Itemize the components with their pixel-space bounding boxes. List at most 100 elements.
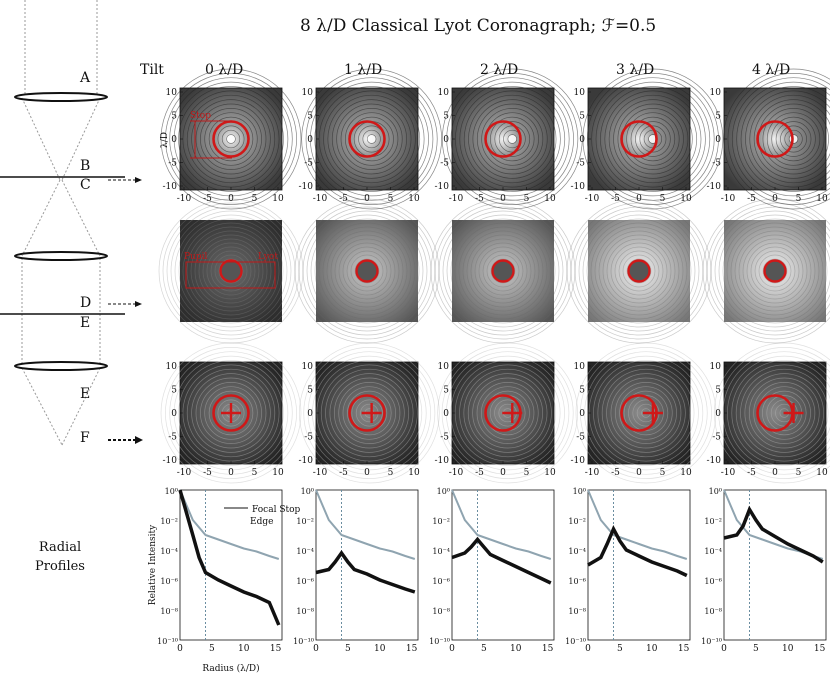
y-tick-label: -5	[576, 159, 585, 169]
diffraction-ring	[718, 347, 830, 479]
y-tick-label: 0	[579, 135, 585, 145]
diffraction-ring	[347, 390, 392, 436]
pupil-ring	[714, 210, 830, 332]
x-tick-label: -10	[177, 194, 192, 204]
profile-y-tick-label: 10⁻⁶	[296, 577, 314, 586]
psf-core	[508, 135, 517, 143]
lyot-stop-circle	[627, 259, 651, 283]
pupil-ring	[762, 258, 788, 284]
profile-x-tick-label: 0	[449, 644, 455, 654]
pupil-ring	[742, 238, 808, 304]
x-tick-label: 0	[364, 194, 370, 204]
diffraction-ring	[165, 73, 297, 205]
diffraction-ring	[727, 355, 830, 471]
optical-layout-diagram	[0, 0, 143, 446]
diffraction-ring	[340, 108, 403, 170]
focal-stop-circle	[484, 120, 522, 158]
psf-core	[648, 135, 657, 143]
pupil-ring	[330, 234, 404, 308]
y-tick-label: 10	[574, 362, 586, 372]
x-tick-label: 5	[388, 194, 394, 204]
pupil-ring	[458, 226, 548, 316]
y-tick-label: 10	[166, 362, 178, 372]
y-tick-label: -5	[168, 159, 177, 169]
pupil-ring	[346, 250, 388, 292]
diffraction-ring	[780, 125, 807, 153]
y-tick-label: 5	[443, 112, 449, 122]
pupil-ring	[206, 246, 256, 296]
diffraction-ring	[450, 355, 565, 471]
pupil-ring	[706, 202, 830, 340]
pupil-ring	[750, 246, 800, 296]
diffraction-ring	[610, 377, 682, 449]
pupil-ring	[710, 206, 830, 336]
y-tick-label: -5	[712, 159, 721, 169]
diffraction-ring	[619, 386, 673, 440]
pupil-ring	[310, 214, 424, 328]
diffraction-ring	[301, 68, 442, 210]
y-tick-label: -10	[707, 182, 722, 192]
diffraction-ring	[753, 99, 830, 179]
y-tick-label: 0	[443, 135, 449, 145]
label-a: A	[80, 70, 91, 86]
pupil-ring	[598, 230, 680, 312]
y-tick-label: 10	[438, 88, 450, 98]
x-tick-label: -5	[747, 468, 756, 478]
pupil-ring	[322, 226, 412, 316]
profile-x-tick-label: 5	[617, 644, 623, 654]
pupil-ring	[746, 242, 804, 300]
diffraction-ring	[731, 360, 830, 466]
black-profile-line	[315, 549, 416, 594]
pupil-ring	[302, 206, 432, 336]
profile-y-tick-label: 10⁻⁸	[160, 607, 178, 616]
diffraction-ring	[165, 347, 297, 479]
profile-x-tick-label: 5	[753, 644, 759, 654]
profile-y-tick-label: 10⁻⁸	[568, 607, 586, 616]
y-tick-label: 10	[710, 362, 722, 372]
label-c: C	[80, 177, 91, 193]
diffraction-ring	[744, 373, 825, 453]
diffraction-ring	[606, 373, 686, 453]
diffraction-ring	[771, 116, 816, 162]
psf-core	[367, 135, 376, 143]
black-profile-line	[723, 505, 824, 564]
x-tick-label: -5	[611, 468, 620, 478]
diffraction-ring	[455, 81, 570, 197]
pupil-ring	[298, 202, 436, 340]
x-tick-label: 0	[772, 468, 778, 478]
beam-edge	[21, 97, 61, 181]
pupil-ring	[574, 206, 704, 336]
diffraction-ring	[217, 125, 245, 153]
black-profile-line	[587, 524, 688, 578]
diffraction-ring	[494, 121, 531, 157]
x-tick-label: 10	[680, 468, 692, 478]
y-tick-label: 10	[574, 88, 586, 98]
diffraction-ring	[327, 94, 416, 184]
y-tick-label: 5	[579, 112, 585, 122]
diffraction-ring	[307, 351, 431, 475]
y-tick-label: -10	[435, 456, 450, 466]
diffraction-ring	[303, 347, 436, 479]
diffraction-ring	[178, 360, 284, 466]
pupil-ring	[582, 214, 696, 328]
diffraction-ring	[736, 81, 830, 197]
x-tick-label: 0	[500, 194, 506, 204]
pupil-ring	[754, 250, 796, 292]
profile-y-tick-label: 10⁻⁸	[296, 607, 314, 616]
y-tick-label: 5	[171, 386, 177, 396]
black-profile-line	[178, 489, 281, 626]
y-tick-label: 5	[715, 112, 721, 122]
diffraction-ring	[635, 121, 671, 157]
diffraction-ring	[195, 377, 267, 449]
y-tick-label: 10	[438, 362, 450, 372]
x-tick-label: 10	[272, 468, 284, 478]
profile-panel	[451, 489, 555, 641]
diffraction-ring	[318, 86, 425, 192]
diffraction-ring	[200, 108, 262, 170]
profile-y-axis-label: Relative Intensity	[148, 524, 158, 605]
radial-profiles-label: Radial Profiles	[20, 538, 100, 576]
profile-x-axis-label: Radius (λ/D)	[202, 663, 259, 674]
black-profile-line	[451, 536, 552, 585]
diffraction-ring	[582, 68, 724, 210]
